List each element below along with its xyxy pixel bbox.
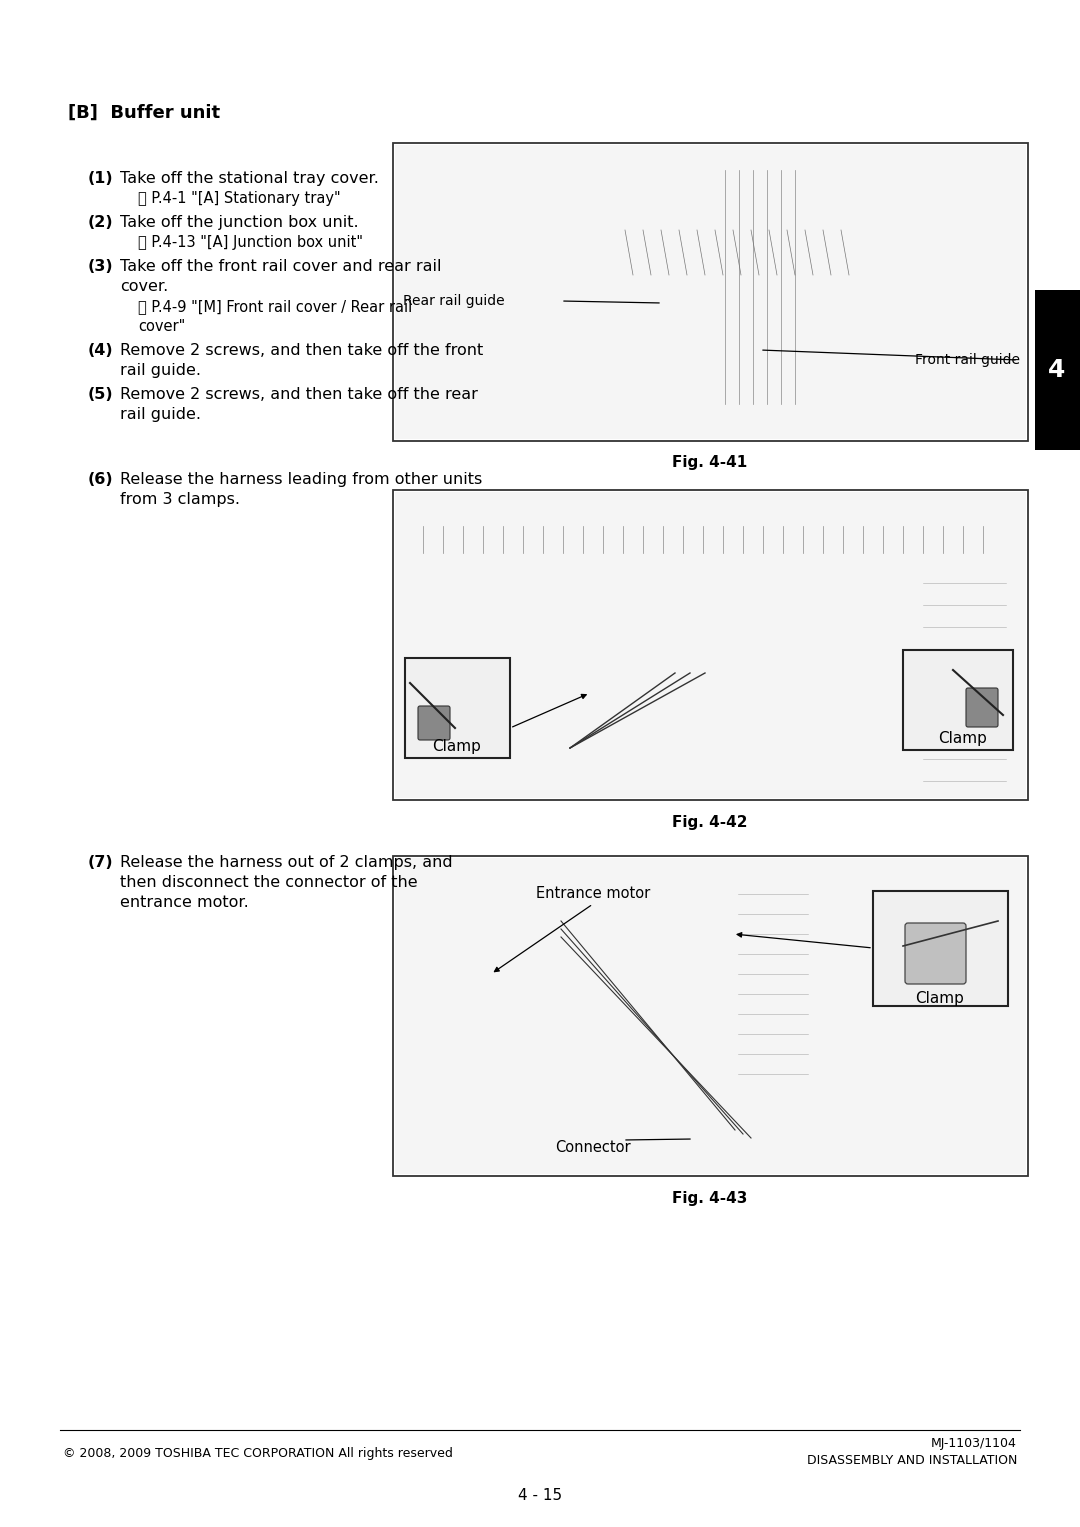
Text: Take off the junction box unit.: Take off the junction box unit. [120, 215, 359, 231]
FancyBboxPatch shape [418, 705, 450, 741]
FancyBboxPatch shape [617, 525, 843, 760]
Text: Rear rail guide: Rear rail guide [403, 295, 504, 308]
Text: Take off the front rail cover and rear rail: Take off the front rail cover and rear r… [120, 260, 442, 273]
Text: Clamp: Clamp [433, 739, 482, 753]
Bar [615, 169, 855, 224]
Bar [393, 144, 1028, 441]
Text: (6): (6) [87, 472, 113, 487]
Text: Release the harness out of 2 clamps, and: Release the harness out of 2 clamps, and [120, 855, 453, 870]
Text: entrance motor.: entrance motor. [120, 895, 248, 910]
FancyBboxPatch shape [905, 922, 966, 983]
Text: Fig. 4-43: Fig. 4-43 [673, 1191, 747, 1205]
Text: (3): (3) [87, 260, 113, 273]
Bar [1035, 290, 1080, 450]
Text: Front rail guide: Front rail guide [915, 353, 1020, 366]
Polygon shape [401, 880, 823, 1154]
Text: cover": cover" [138, 319, 186, 334]
Bar [873, 890, 1008, 1006]
Text: Clamp: Clamp [939, 730, 987, 745]
Bar [918, 568, 1013, 777]
Bar [596, 1019, 616, 1035]
Bar [733, 880, 813, 1099]
Circle shape [469, 918, 492, 941]
Text: Release the harness leading from other units: Release the harness leading from other u… [120, 472, 483, 487]
Bar [903, 651, 1013, 750]
Bar [406, 1112, 426, 1128]
Bar [453, 1087, 473, 1106]
Text: 4: 4 [1049, 357, 1066, 382]
Text: (4): (4) [87, 344, 113, 357]
Text: from 3 clamps.: from 3 clamps. [120, 492, 240, 507]
Bar [643, 996, 663, 1012]
Circle shape [647, 359, 657, 370]
Bar [395, 858, 1026, 1174]
Text: rail guide.: rail guide. [120, 408, 201, 421]
Bar [395, 492, 1026, 799]
Text: © 2008, 2009 TOSHIBA TEC CORPORATION All rights reserved: © 2008, 2009 TOSHIBA TEC CORPORATION All… [63, 1446, 453, 1460]
Text: then disconnect the connector of the: then disconnect the connector of the [120, 875, 418, 890]
Text: (1): (1) [87, 171, 113, 186]
Polygon shape [615, 339, 855, 399]
Circle shape [685, 618, 775, 709]
Circle shape [519, 918, 543, 941]
Bar [738, 948, 758, 967]
Bar [393, 490, 1028, 800]
Text: Entrance motor: Entrance motor [536, 887, 650, 901]
Bar [395, 145, 1026, 438]
Polygon shape [610, 185, 696, 389]
Text: ⌸ P.4-9 "[M] Front rail cover / Rear rail: ⌸ P.4-9 "[M] Front rail cover / Rear rai… [138, 299, 413, 315]
Circle shape [419, 918, 443, 941]
Text: [B]  Buffer unit: [B] Buffer unit [68, 104, 220, 122]
Polygon shape [715, 165, 805, 409]
Text: Remove 2 screws, and then take off the rear: Remove 2 screws, and then take off the r… [120, 386, 477, 402]
Bar [691, 973, 711, 989]
Text: Clamp: Clamp [916, 991, 964, 1005]
Text: Remove 2 screws, and then take off the front: Remove 2 screws, and then take off the f… [120, 344, 483, 357]
Bar [548, 1041, 568, 1060]
Circle shape [647, 205, 657, 215]
Text: Take off the stational tray cover.: Take off the stational tray cover. [120, 171, 379, 186]
Text: (7): (7) [87, 855, 113, 870]
Text: Connector: Connector [555, 1141, 631, 1156]
FancyBboxPatch shape [399, 876, 584, 982]
Bar [501, 1064, 521, 1083]
Text: cover.: cover. [120, 279, 168, 295]
Text: (5): (5) [87, 386, 113, 402]
Text: ⌸ P.4-13 "[A] Junction box unit": ⌸ P.4-13 "[A] Junction box unit" [138, 235, 363, 250]
FancyBboxPatch shape [966, 689, 998, 727]
Text: (2): (2) [87, 215, 113, 231]
Text: Fig. 4-41: Fig. 4-41 [673, 455, 747, 470]
Text: 4 - 15: 4 - 15 [518, 1487, 562, 1503]
Bar [405, 658, 510, 757]
Bar [393, 857, 1028, 1176]
Circle shape [705, 638, 755, 689]
Text: ⌸ P.4-1 "[A] Stationary tray": ⌸ P.4-1 "[A] Stationary tray" [138, 191, 340, 206]
Text: MJ-1103/1104: MJ-1103/1104 [931, 1437, 1017, 1449]
Text: rail guide.: rail guide. [120, 363, 201, 379]
Bar [413, 525, 1008, 553]
Text: Fig. 4-42: Fig. 4-42 [672, 814, 747, 829]
Text: DISASSEMBLY AND INSTALLATION: DISASSEMBLY AND INSTALLATION [807, 1454, 1017, 1466]
